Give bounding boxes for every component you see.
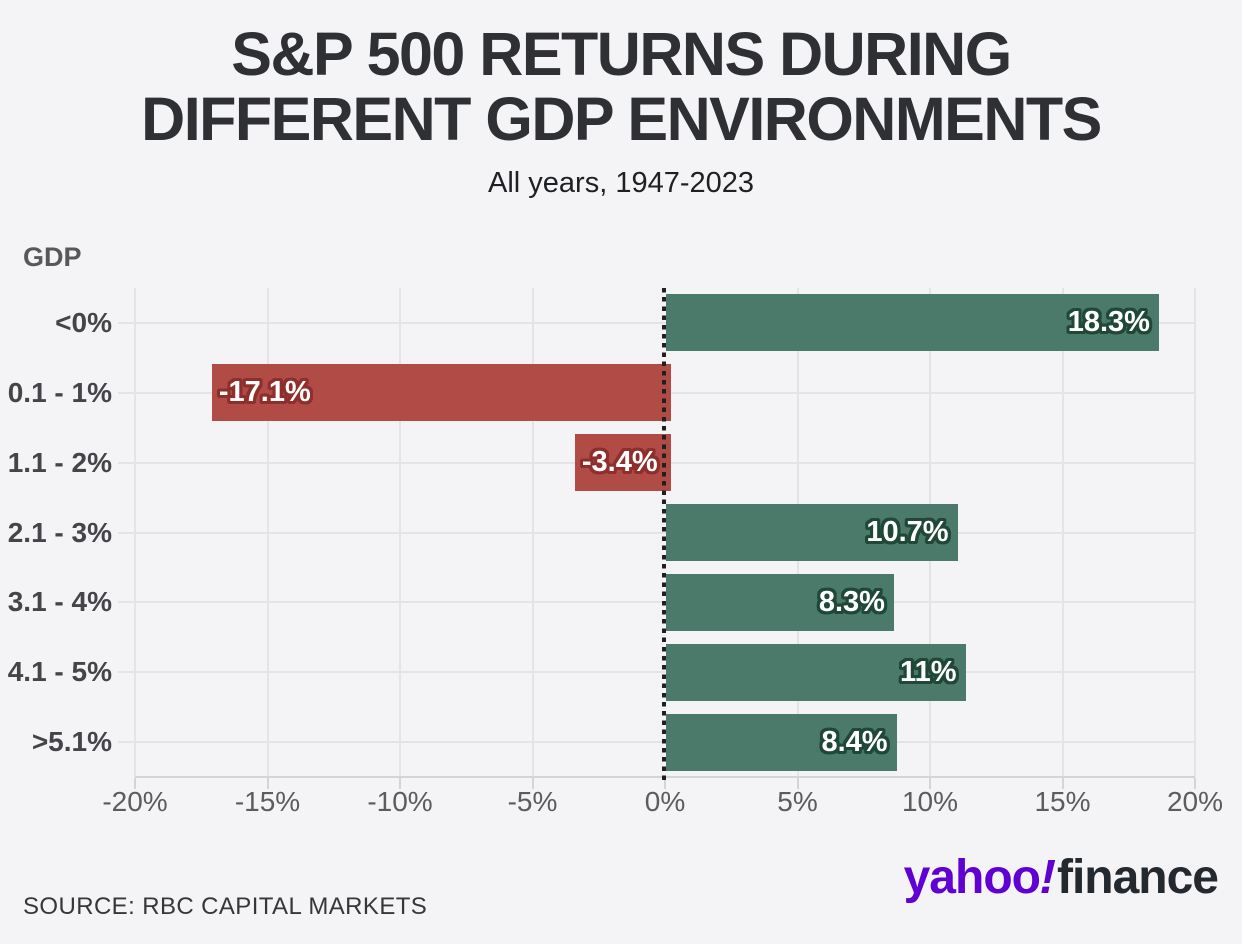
y-axis-label: <0%	[55, 306, 112, 338]
chart-title-line1: S&P 500 RETURNS DURING	[231, 20, 1012, 88]
bar-7: 8.4%	[666, 713, 897, 771]
bar-6: 11%	[666, 643, 966, 701]
y-axis-label: 1.1 - 2%	[7, 446, 112, 478]
y-axis-label: 3.1 - 4%	[7, 586, 112, 618]
x-axis-tick-mark	[266, 778, 269, 789]
x-axis-tick-label: -20%	[102, 786, 168, 817]
gridline-horizontal	[118, 671, 1195, 674]
bar-4: 10.7%	[666, 504, 958, 561]
x-axis-tick-label: 10%	[901, 786, 959, 817]
x-axis-tick-label: 5%	[777, 786, 818, 817]
x-axis-tick-mark	[929, 778, 931, 789]
bar-value-label: 8.4%	[821, 725, 888, 758]
y-axis-title: GDP	[23, 242, 82, 272]
bar-value-label: -17.1%	[218, 376, 311, 409]
logo-finance-text: finance	[1056, 851, 1219, 904]
x-axis-tick-mark	[399, 778, 401, 789]
gridline-vertical	[1194, 288, 1196, 777]
x-axis-tick-label: -10%	[367, 786, 433, 817]
y-axis-label: >5.1%	[31, 726, 112, 758]
gridline-horizontal	[118, 321, 1195, 324]
logo-yahoo-text: yahoo	[903, 851, 1041, 904]
bar-5: 8.3%	[666, 573, 894, 631]
gridline-horizontal	[118, 601, 1195, 604]
bar-value-label: 11%	[900, 655, 957, 688]
y-axis-label: 4.1 - 5%	[7, 656, 112, 688]
y-axis-label: 2.1 - 3%	[7, 516, 112, 548]
bar-value-label: 8.3%	[818, 585, 885, 618]
bar-value-label: -3.4%	[581, 446, 658, 479]
x-axis-tick-mark	[1061, 778, 1064, 789]
x-axis-tick-mark	[796, 778, 799, 789]
x-axis-tick-label: 0%	[644, 786, 686, 817]
bar-1: 18.3%	[666, 294, 1159, 352]
x-axis-tick-mark	[134, 778, 136, 789]
chart-title-line2: DIFFERENT GDP ENVIRONMENTS	[141, 85, 1102, 153]
x-axis-tick-label: -15%	[234, 786, 301, 817]
y-axis-label: 0.1 - 1%	[7, 376, 112, 408]
source-credit: SOURCE: RBC CAPITAL MARKETS	[23, 893, 428, 920]
chart-subtitle: All years, 1947-2023	[488, 167, 754, 199]
x-axis-tick-label: 20%	[1166, 786, 1224, 817]
x-axis-tick-label: -5%	[507, 786, 558, 817]
zero-baseline	[662, 288, 666, 780]
bar-value-label: 10.7%	[866, 516, 949, 548]
x-axis-tick-mark	[1194, 778, 1196, 789]
bar-value-label: 18.3%	[1067, 306, 1150, 339]
x-axis-tick-mark	[664, 778, 666, 789]
gridline-horizontal	[118, 741, 1195, 744]
chart-title: S&P 500 RETURNS DURING DIFFERENT GDP ENV…	[0, 22, 1242, 152]
yahoo-finance-logo: yahoo!finance	[903, 850, 1219, 906]
gridline-horizontal	[118, 531, 1195, 534]
bar-2: -17.1%	[211, 364, 671, 422]
x-axis-tick-label: 15%	[1034, 786, 1091, 817]
bar-3: -3.4%	[574, 434, 671, 492]
x-axis-tick-mark	[531, 778, 534, 789]
